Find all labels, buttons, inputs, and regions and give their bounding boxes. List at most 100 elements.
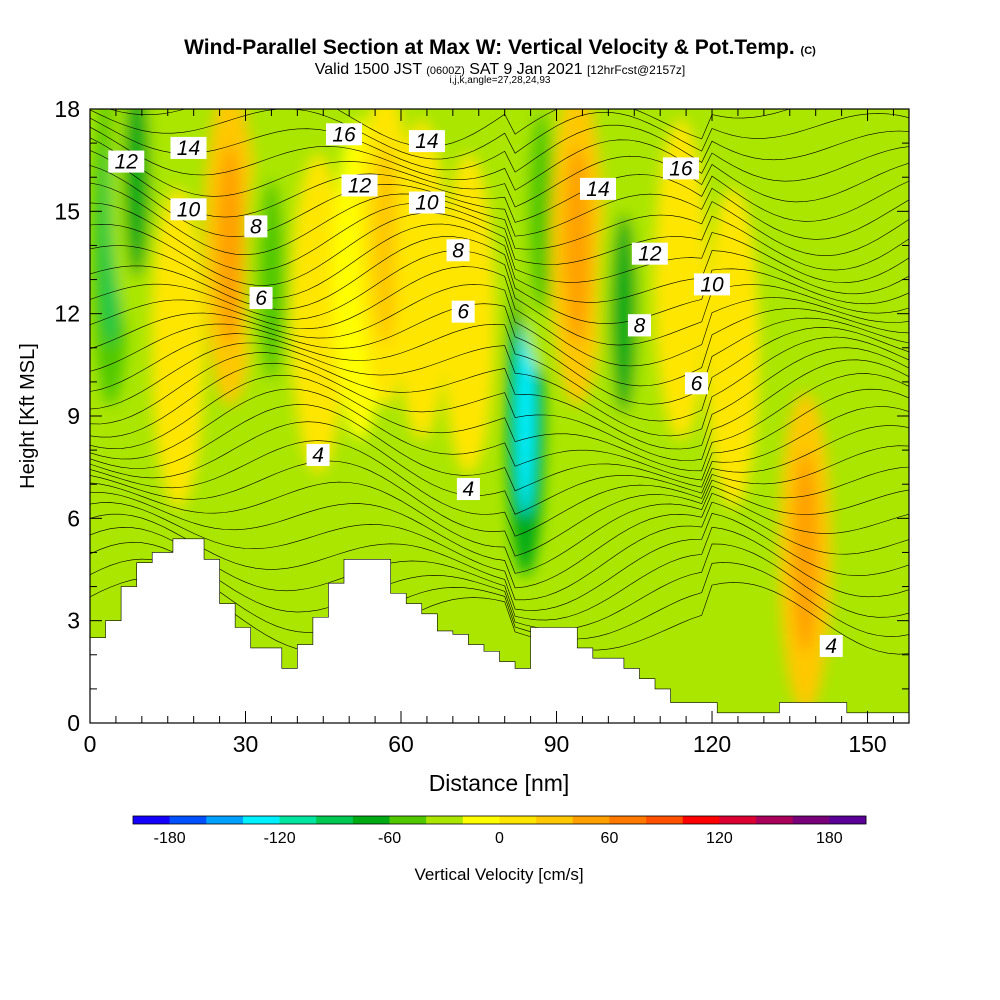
isentrope-label-text: 10	[700, 273, 724, 296]
colorbar-tick-label: -120	[264, 830, 296, 847]
isentrope-line	[90, 526, 909, 621]
colorbar-tick-label: 180	[816, 830, 843, 847]
colorbar-swatch	[792, 816, 830, 824]
terrain	[90, 538, 909, 723]
isentrope-label: 6	[684, 372, 708, 395]
isentrope-line	[90, 284, 909, 387]
y-tick-label: 3	[67, 608, 80, 634]
isentrope-label-text: 4	[312, 444, 324, 467]
isentrope-line	[90, 388, 909, 481]
isentrope-label: 10	[694, 273, 731, 296]
isentrope-label: 8	[446, 239, 470, 262]
isentrope-label: 4	[819, 634, 843, 658]
y-tick-label: 12	[54, 301, 80, 327]
colorbar-tick-label: -180	[154, 830, 186, 847]
isentrope-label: 14	[408, 130, 445, 153]
isentrope-label: 6	[249, 287, 273, 310]
y-axis-label: Height [Kft MSL]	[17, 343, 39, 489]
isentrope-label-bg	[631, 242, 668, 265]
isentrope-label-text: 6	[255, 287, 267, 310]
isentrope-line	[90, 440, 909, 537]
isentrope-line	[108, 109, 791, 148]
isentrope-label-bg	[408, 191, 445, 214]
utc-time: (0600Z)	[426, 65, 465, 77]
velocity-core	[304, 213, 332, 414]
isentrope-label: 14	[170, 136, 207, 160]
isentrope-line	[90, 323, 909, 422]
colorbar-swatch	[426, 816, 464, 824]
colorbar-swatch	[682, 816, 720, 824]
colorbar-tick-label: 60	[601, 830, 619, 847]
isentrope-label: 12	[341, 174, 378, 197]
colorbar-swatch	[646, 816, 684, 824]
colorbar-swatch	[462, 816, 500, 824]
chart-ijk-line: i,j,k,angle=27,28,24,93	[449, 75, 551, 86]
isentrope-label: 6	[451, 300, 475, 324]
isentrope-line	[90, 359, 909, 461]
isentrope-label-bg	[170, 198, 207, 221]
isentrope-label-text: 10	[415, 192, 439, 215]
isentrope-line	[90, 303, 909, 405]
isentrope-label: 10	[408, 191, 445, 215]
isentrope-line	[90, 421, 909, 515]
velocity-core	[667, 179, 695, 380]
colorbar-tick-label: 0	[495, 830, 504, 847]
copyright-mark: (C)	[800, 45, 816, 57]
colorbar-tick-label: 120	[706, 830, 733, 847]
colorbar-swatch	[279, 816, 317, 824]
velocity-core	[610, 213, 638, 414]
velocity-core	[408, 179, 435, 380]
x-tick-label: 150	[848, 731, 886, 757]
isentrope-label: 4	[306, 443, 330, 467]
isentrope-line	[90, 236, 909, 324]
isentrope-label-bg	[325, 123, 362, 146]
valid-time: Valid 1500 JST	[314, 61, 422, 78]
colorbar-swatch	[133, 816, 170, 824]
isentrope-label-bg	[694, 273, 731, 296]
x-tick-label: 60	[388, 731, 414, 757]
velocity-core	[564, 145, 591, 346]
x-tick-label: 120	[693, 731, 731, 757]
isentrope-line	[90, 266, 909, 367]
isentrope-line	[90, 109, 909, 160]
colorbar-swatch	[169, 816, 207, 824]
isentrope-label: 10	[170, 198, 207, 221]
isentrope-line	[90, 165, 909, 240]
colorbar-swatch	[572, 816, 610, 824]
isentrope-line	[90, 347, 909, 450]
isentrope-label-text: 14	[415, 130, 438, 153]
isentrope-label-text: 8	[634, 314, 646, 337]
isentrope-line	[90, 202, 909, 272]
isentrope-line	[90, 501, 909, 601]
isentrope-label-bg	[306, 443, 330, 466]
isentrope-line	[90, 558, 909, 640]
colorbar: -180 -120 -60 0 60 120 180	[132, 815, 867, 847]
velocity-core	[527, 111, 555, 312]
isentrope-label-text: 6	[691, 372, 703, 395]
isentrope-label: 12	[631, 242, 668, 266]
isentrope-label: 8	[244, 215, 268, 238]
y-tick-label: 6	[67, 505, 80, 531]
isentrope-label-text: 4	[463, 478, 475, 501]
colorbar-swatch	[609, 816, 647, 824]
x-axis-label: Distance [nm]	[429, 770, 570, 796]
y-tick-label: 0	[67, 710, 80, 736]
isentrope-line	[90, 223, 909, 303]
isentrope-label-text: 8	[452, 239, 464, 262]
colorbar-swatch	[829, 816, 867, 824]
isentrope-label: 12	[108, 150, 145, 174]
isentrope-line	[90, 126, 909, 191]
colorbar-label: Vertical Velocity [cm/s]	[414, 865, 583, 884]
colorbar-swatch	[389, 816, 427, 824]
y-axis: 0 3 6 9 12 15 18	[54, 96, 909, 736]
isentrope-label-text: 4	[825, 635, 837, 658]
isentrope-label: 16	[325, 123, 362, 146]
velocity-core	[164, 247, 192, 448]
isentrope-label-text: 16	[669, 157, 693, 180]
isentrope-label-bg	[819, 634, 843, 657]
isentrope-line	[90, 492, 909, 589]
forecast-info: [12hrFcst@2157z]	[586, 63, 686, 77]
isentrope-line	[90, 336, 909, 437]
chart-title: Wind-Parallel Section at Max W: Vertical…	[0, 36, 1000, 60]
colorbar-frame	[132, 815, 867, 825]
